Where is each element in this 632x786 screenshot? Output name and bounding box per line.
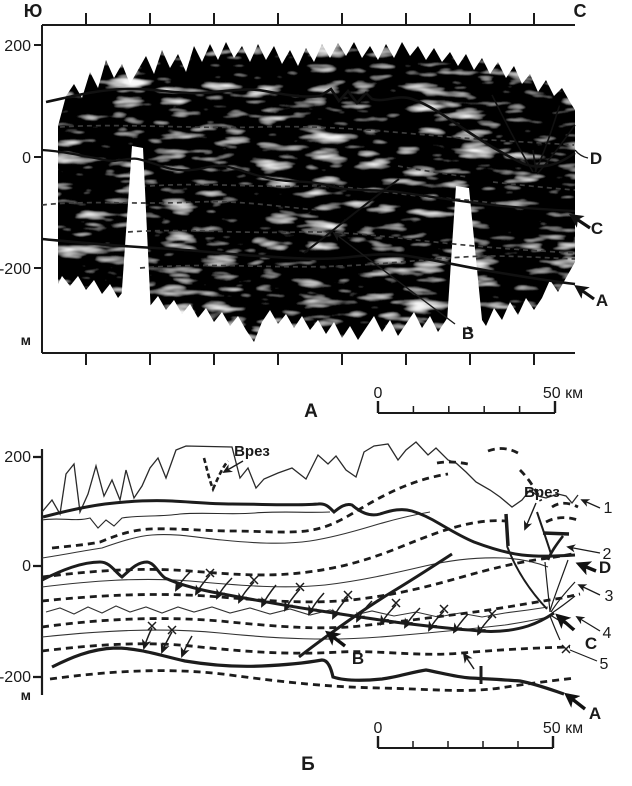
horizon-d-leader xyxy=(574,149,589,159)
scale-bar-end-ticks xyxy=(376,401,557,413)
reflector-4-arrow xyxy=(575,616,601,632)
scale-max-label: 50 км xyxy=(543,385,583,402)
reflector-3-label: 3 xyxy=(605,588,614,605)
surface-line xyxy=(41,441,579,516)
scale-bar-b: 0 50 км xyxy=(374,720,583,749)
scale-zero-label: 0 xyxy=(374,385,383,402)
horizon-c-bold-arrow xyxy=(569,214,591,230)
incision-right-label: Врез xyxy=(524,484,560,501)
top-axis-ticks xyxy=(85,13,535,25)
fault-b-label: B xyxy=(352,649,364,668)
panel-b: 200 0 -200 м Врез Врез 1 2 D 3 4 C 5 A B… xyxy=(0,441,614,775)
horizon-d-label: D xyxy=(590,149,602,168)
panel-b-label: Б xyxy=(301,754,315,775)
elev-tick-m200: -200 xyxy=(0,669,31,686)
horizon-d-label: D xyxy=(599,558,611,577)
horizon-c-label: C xyxy=(585,634,597,653)
panel-b-dashed-horizons xyxy=(41,447,581,692)
scale-bar-mid-ticks xyxy=(412,741,519,748)
panel-a-label: А xyxy=(304,401,318,422)
horizon-a-line xyxy=(41,237,576,286)
downlap-arrows xyxy=(141,571,493,670)
horizon-c-bold-arrow xyxy=(555,613,576,632)
elev-tick-0: 0 xyxy=(22,150,31,167)
incision-upper-arrow xyxy=(222,460,244,473)
x-marks xyxy=(147,568,571,684)
fault-zone-d xyxy=(504,511,576,641)
upper-thin-horizon xyxy=(41,511,331,529)
elev-tick-200: 200 xyxy=(4,38,31,55)
thin-horizon-1 xyxy=(41,511,431,559)
panel-a-pointers xyxy=(332,149,595,325)
horizon-a-label: A xyxy=(596,291,608,310)
south-end-label: Ю xyxy=(24,1,43,21)
horizon-a-label: A xyxy=(589,704,601,723)
horizon-a-line xyxy=(51,646,565,696)
fault-b-line xyxy=(303,178,400,254)
horizon-a-bold-arrow xyxy=(574,284,595,301)
left-axis-ticks xyxy=(33,455,42,679)
scale-bar-end-ticks xyxy=(376,736,555,748)
small-pointer-arrow xyxy=(462,652,475,670)
thin-horizon-2 xyxy=(41,557,549,588)
horizon-d-bold-arrow xyxy=(575,561,597,576)
horizon-c-label: C xyxy=(591,219,603,238)
horizon-b-pointer-arrow xyxy=(332,231,456,325)
horizon-a-bold-arrow xyxy=(564,692,587,711)
scale-bar-mid-ticks xyxy=(412,406,521,413)
reflector-3-arrow xyxy=(577,584,601,596)
thin-horizon-4 xyxy=(41,615,553,640)
reflector-2-arrow xyxy=(566,544,601,554)
horizon-d-line xyxy=(42,499,576,558)
data-gap-wedge xyxy=(447,186,483,330)
fault-fan-lines xyxy=(544,559,576,641)
horizon-b-label: B xyxy=(462,324,474,343)
reflector-1-label: 1 xyxy=(604,500,613,517)
north-end-label: С xyxy=(574,1,587,21)
scale-zero-label: 0 xyxy=(374,720,383,737)
reflector-2-label: 2 xyxy=(603,546,612,563)
incision-upper-label: Врез xyxy=(234,443,270,460)
elev-tick-200: 200 xyxy=(4,449,31,466)
panel-a-dashed-horizons xyxy=(41,124,576,269)
panel-a: Ю С 200 0 -200 м D C A B 0 50 км А xyxy=(0,1,608,422)
panel-b-axis xyxy=(33,449,44,695)
data-gap-wedge xyxy=(119,146,152,336)
elev-tick-m200: -200 xyxy=(0,261,31,278)
scale-bar-a: 0 50 км xyxy=(374,385,583,414)
horizon-d-line xyxy=(45,87,576,168)
fault-branches xyxy=(491,94,576,175)
panel-a-axes xyxy=(34,13,575,365)
meters-unit-label: м xyxy=(21,687,31,703)
reflector-5-leader xyxy=(569,649,598,662)
reflector-4-label: 4 xyxy=(603,625,612,642)
elev-tick-0: 0 xyxy=(22,558,31,575)
scale-max-label: 50 км xyxy=(543,720,583,737)
panel-b-pointers xyxy=(222,460,601,711)
reflector-1-arrow xyxy=(580,499,601,509)
fault-b-bold-arrow xyxy=(325,630,347,648)
left-axis-ticks xyxy=(34,44,42,269)
incision-channel-dashed xyxy=(202,457,230,493)
reflector-5-label: 5 xyxy=(600,656,609,673)
horizon-c-line xyxy=(41,148,576,213)
seismic-image xyxy=(58,42,575,342)
bottom-axis-ticks xyxy=(85,353,535,365)
meters-unit-label: м xyxy=(21,332,31,348)
panel-a-horizons xyxy=(41,87,576,286)
incision-right-arrow xyxy=(523,502,537,531)
